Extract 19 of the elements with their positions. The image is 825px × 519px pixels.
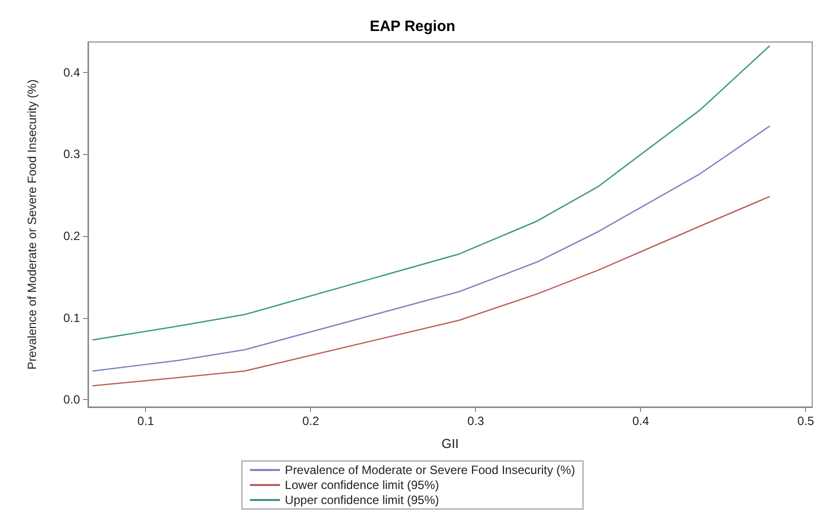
y-axis-title: Prevalence of Moderate or Severe Food Insecurity (%) [25,79,39,370]
legend-label: Lower confidence limit (95%) [284,478,440,492]
x-tick-label: 0.5 [797,414,814,428]
line-series [92,196,770,386]
x-axis-title: GII [441,436,459,451]
y-tick-label: 0.4 [63,65,80,80]
x-tick-label: 0.4 [632,414,650,428]
legend-label: Upper confidence limit (95%) [284,493,440,507]
y-tick-label: 0.2 [63,228,80,243]
y-tick-label: 0.3 [63,147,80,162]
y-tick-label: 0.1 [63,310,80,325]
y-tick-label: 0.0 [63,392,80,407]
line-series [92,45,770,341]
line-series [92,126,770,372]
x-tick-label: 0.2 [302,414,320,428]
chart-title: EAP Region [370,18,456,35]
legend-label: Prevalence of Moderate or Severe Food Insecurity (%) [284,463,576,477]
x-tick-label: 0.1 [137,414,154,428]
x-tick-label: 0.3 [467,414,484,428]
